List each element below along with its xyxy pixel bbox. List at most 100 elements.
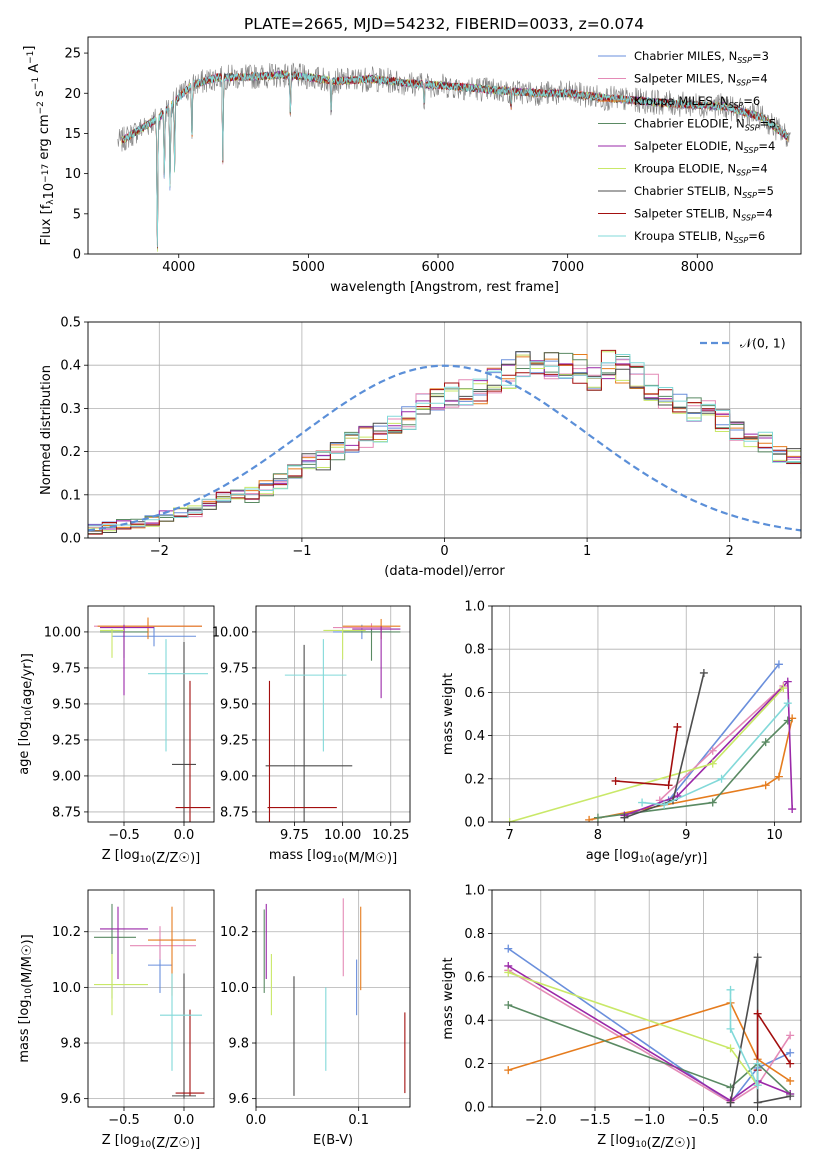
y-tick-label: 0.4 — [464, 729, 485, 744]
y-tick-label: 10.00 — [212, 625, 249, 640]
x-tick-label: 0.0 — [174, 828, 195, 843]
plot-area-mass-vs-EBV — [263, 898, 406, 1096]
y-tick-label: 9.6 — [60, 1092, 81, 1107]
weight-line — [624, 679, 793, 817]
axes-frame — [491, 605, 802, 823]
weight-marker — [786, 1092, 795, 1101]
weight-marker — [753, 1059, 762, 1068]
y-tick-label: 10 — [64, 167, 81, 182]
y-tick-label: 15 — [64, 127, 81, 142]
y-tick-label: 0.2 — [464, 1057, 485, 1072]
axes-frame — [87, 889, 215, 1108]
histogram-step — [88, 354, 801, 527]
weight-marker — [664, 781, 673, 790]
x-tick-label: −0.5 — [108, 1113, 140, 1128]
y-tick-label: 9.25 — [52, 733, 81, 748]
weight-marker — [786, 1031, 795, 1040]
panel-mass-vs-EBV: 0.0 0.1 9.6 9.8 10.0 10.2 E(B-V) — [220, 889, 411, 1148]
spectrum-data-line — [117, 62, 791, 246]
y-tick-label: 9.6 — [228, 1092, 249, 1107]
y-tick-label: 10.2 — [220, 925, 249, 940]
weight-marker — [779, 684, 788, 693]
weight-marker — [753, 1009, 762, 1018]
weight-line — [597, 719, 789, 819]
axes-frame — [255, 605, 411, 823]
histogram-step — [88, 360, 801, 530]
y-tick-label: 0.0 — [464, 1101, 485, 1116]
histogram-step — [88, 351, 801, 530]
x-tick-label: −1.5 — [579, 1113, 611, 1128]
y-tick-label: 0.6 — [464, 686, 485, 701]
legend-entry: Salpeter MILES, NSSP=4 — [634, 72, 768, 88]
panel-age-vs-mass: 9.75 10.00 10.25 8.75 9.00 9.25 9.50 9.75 10.00 m… — [212, 605, 411, 866]
legend-entry: Chabrier MILES, NSSP=3 — [634, 49, 769, 65]
y-tick-label: 9.25 — [220, 733, 249, 748]
weight-marker — [699, 668, 708, 677]
weight-marker — [660, 800, 669, 809]
y-tick-label: 0.0 — [464, 816, 485, 831]
y-tick-label: 0.4 — [60, 359, 81, 374]
x-tick-label: 5000 — [292, 260, 325, 275]
x-tick-label: 0 — [440, 544, 448, 559]
weight-marker — [786, 1048, 795, 1057]
panel-residuals: −2 −1 0 1 2 0.0 0.1 0.2 0.3 0.4 0.5 (data-model)/er… — [39, 316, 802, 579]
histogram-step — [88, 352, 801, 534]
y-tick-label: 9.75 — [220, 661, 249, 676]
panel-mass-vs-Z: −0.5 0.0 9.6 9.8 10.0 10.2 Z [log10(Z/Z☉)] mass… — [17, 889, 215, 1151]
x-tick-label: 10.25 — [372, 828, 409, 843]
weight-marker — [783, 716, 792, 725]
y-tick-label: 0.3 — [60, 402, 81, 417]
y-tick-label: 0.2 — [60, 445, 81, 460]
normal-curve — [88, 364, 801, 532]
panel-weight-vs-age: 7 8 9 10 0.0 0.2 0.4 0.6 0.8 1.0 age [log10(age/yr… — [441, 600, 802, 866]
weight-marker — [505, 818, 514, 822]
weight-marker — [753, 953, 762, 962]
y-tick-label: 0.6 — [464, 970, 485, 985]
legend-entry: Chabrier ELODIE, NSSP=5 — [634, 117, 776, 133]
x-axis-label: (data-model)/error — [384, 564, 505, 579]
chart-root: 4000 5000 6000 7000 80000510152025wavelength… — [17, 36, 802, 1151]
x-tick-label: −0.5 — [108, 828, 140, 843]
plot-area-mass-vs-Z — [94, 903, 205, 1099]
legend-entry: Salpeter STELIB, NSSP=4 — [634, 207, 773, 223]
axes-frame — [255, 889, 411, 1108]
y-tick-label: 0.0 — [60, 532, 81, 547]
x-tick-label: 10 — [766, 828, 783, 843]
x-tick-label: −1 — [292, 544, 311, 559]
histogram-step — [88, 351, 801, 532]
x-tick-label: −2.0 — [525, 1113, 557, 1128]
y-tick-label: 10.0 — [220, 981, 249, 996]
y-tick-label: 0.8 — [464, 643, 485, 658]
legend-entry: Salpeter ELODIE, NSSP=4 — [634, 139, 775, 155]
weight-line — [642, 702, 789, 806]
x-tick-label: 9 — [682, 828, 690, 843]
plot-area-residuals — [88, 349, 801, 535]
weight-line — [507, 965, 791, 1102]
plot-area-weight-vs-Z — [504, 944, 795, 1107]
x-axis-label: E(B-V) — [313, 1133, 353, 1148]
y-tick-label: 9.75 — [52, 661, 81, 676]
x-tick-label: 10.00 — [324, 828, 361, 843]
weight-marker — [783, 677, 792, 686]
weight-marker — [717, 774, 726, 783]
weight-line — [508, 1004, 791, 1095]
weight-line — [588, 718, 793, 821]
y-tick-label: 5 — [73, 207, 81, 222]
axes-frame — [491, 889, 802, 1108]
legend-entry: Kroupa STELIB, NSSP=6 — [634, 229, 765, 245]
y-tick-label: 10.2 — [52, 925, 81, 940]
y-tick-label: 8.75 — [220, 805, 249, 820]
y-axis-label: mass [log10(M/M☉)] — [17, 934, 35, 1062]
weight-line — [667, 663, 780, 801]
y-tick-label: 0 — [73, 248, 81, 263]
histogram-step — [88, 354, 801, 531]
y-tick-label: 9.50 — [220, 697, 249, 712]
x-axis-label: Z [log10(Z/Z☉)] — [102, 1133, 200, 1151]
weight-marker — [638, 798, 647, 807]
weight-marker — [726, 1044, 735, 1053]
figure-title: PLATE=2665, MJD=54232, FIBERID=0033, z=0… — [244, 15, 644, 33]
weight-marker — [761, 738, 770, 747]
x-tick-label: 0.1 — [348, 1113, 369, 1128]
y-tick-label: 20 — [64, 87, 81, 102]
weight-marker — [620, 813, 629, 822]
